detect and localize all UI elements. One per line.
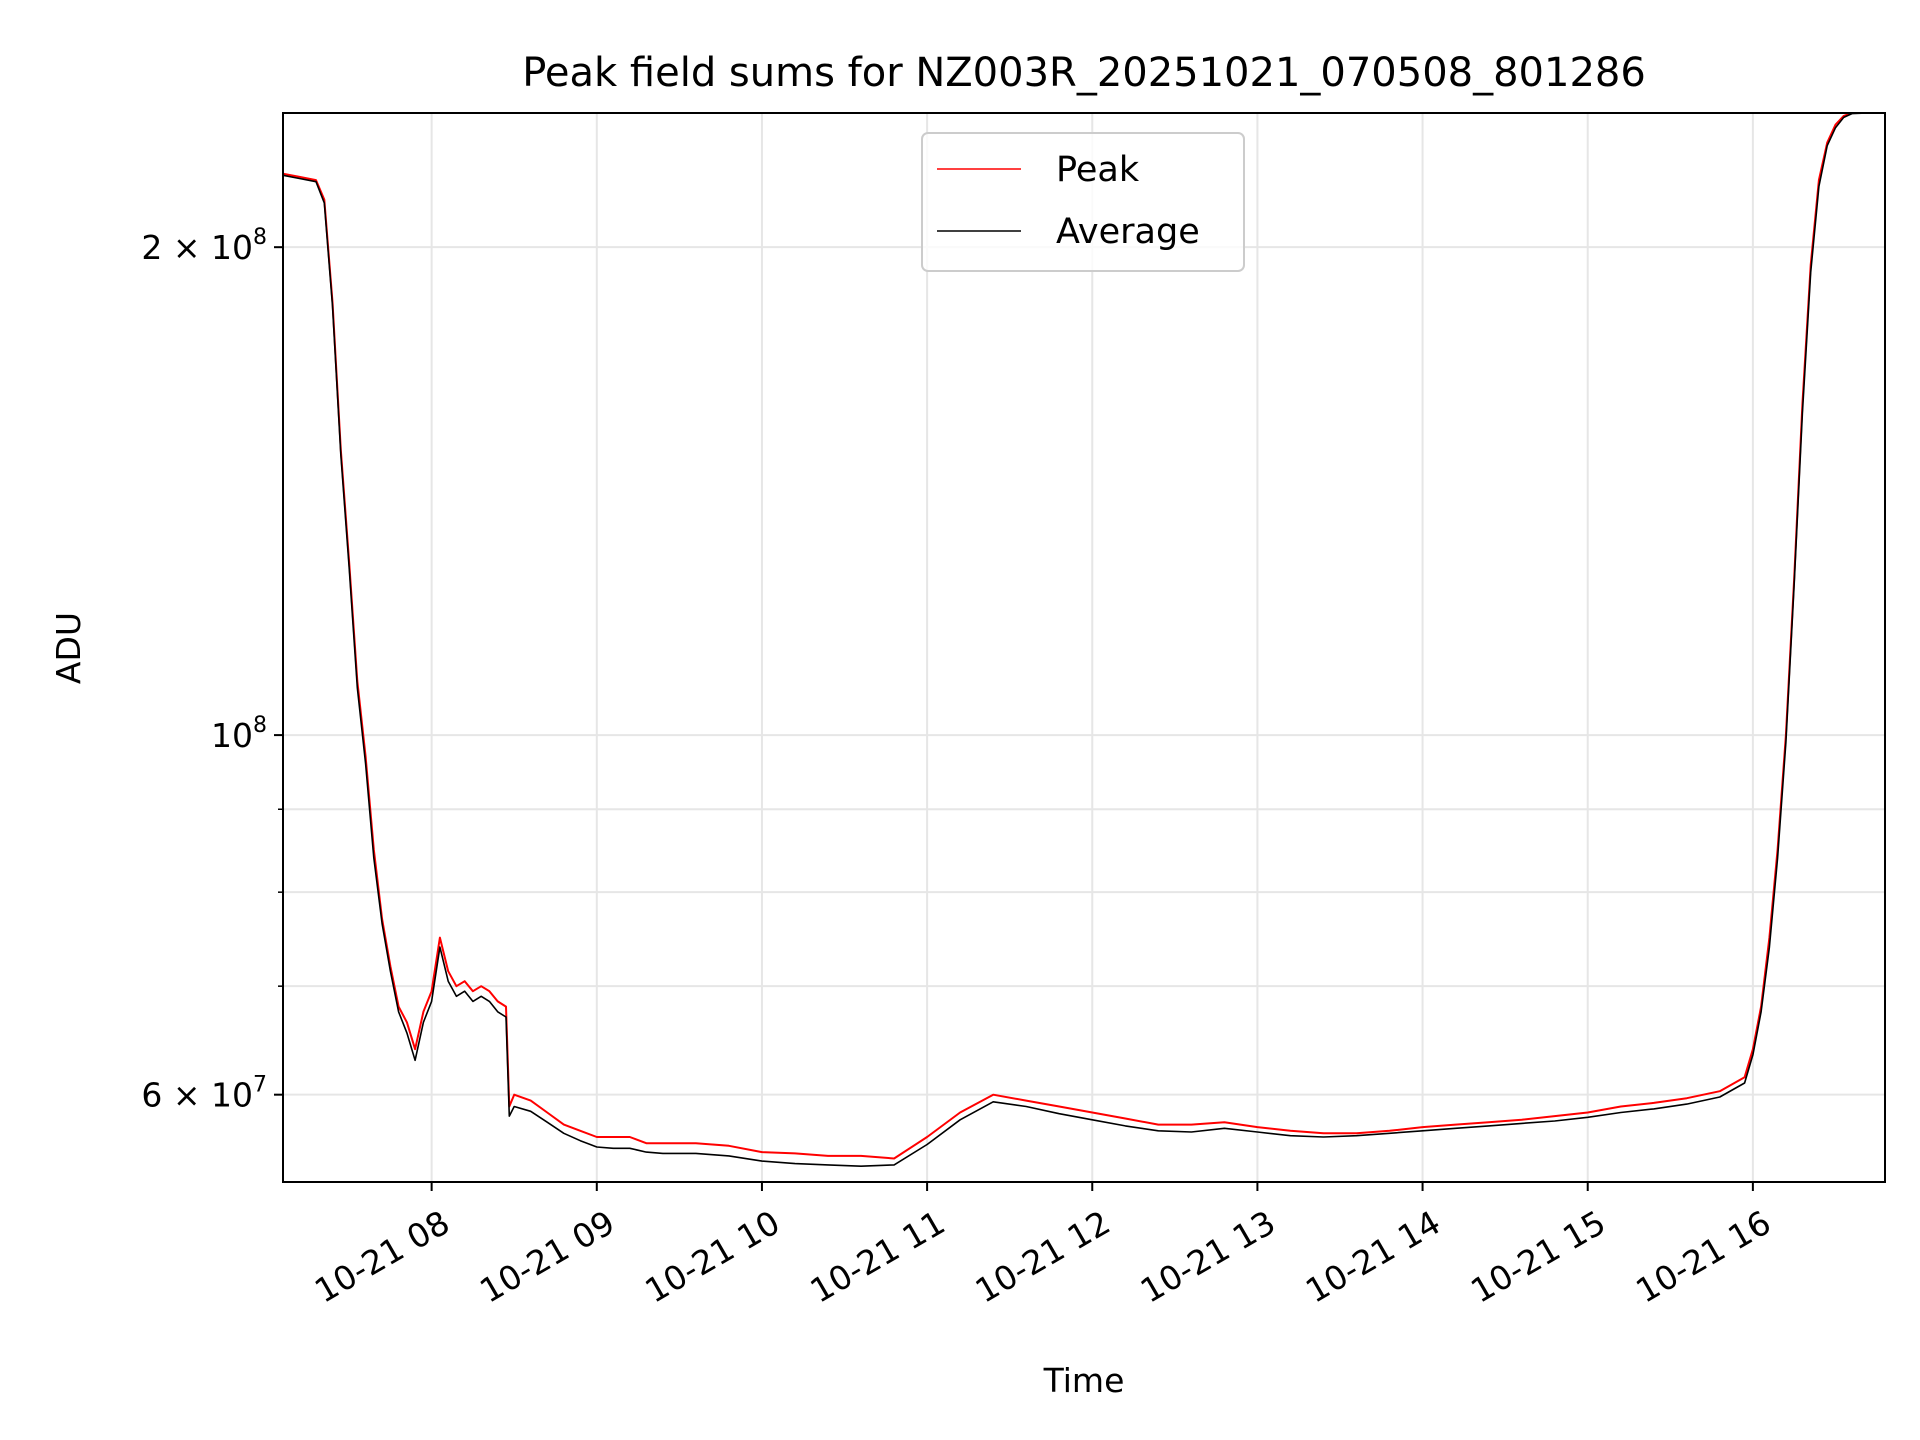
plot-area xyxy=(283,113,1885,1182)
legend: Peak Average xyxy=(921,132,1245,272)
y-axis-title: ADU xyxy=(49,612,88,684)
x-axis-title: Time xyxy=(1043,1361,1125,1400)
chart-title: Peak field sums for NZ003R_20251021_0705… xyxy=(522,50,1646,96)
series-line-average xyxy=(283,113,1885,1167)
y-tick-label: 6 × 107 xyxy=(141,1073,267,1115)
legend-label-average: Average xyxy=(1056,212,1200,252)
legend-label-peak: Peak xyxy=(1056,150,1140,190)
series-line-peak xyxy=(283,113,1885,1160)
y-tick-label: 2 × 108 xyxy=(141,225,267,267)
legend-box xyxy=(921,132,1245,272)
series-lines xyxy=(283,113,1885,1167)
plot-frame xyxy=(282,112,1886,1183)
